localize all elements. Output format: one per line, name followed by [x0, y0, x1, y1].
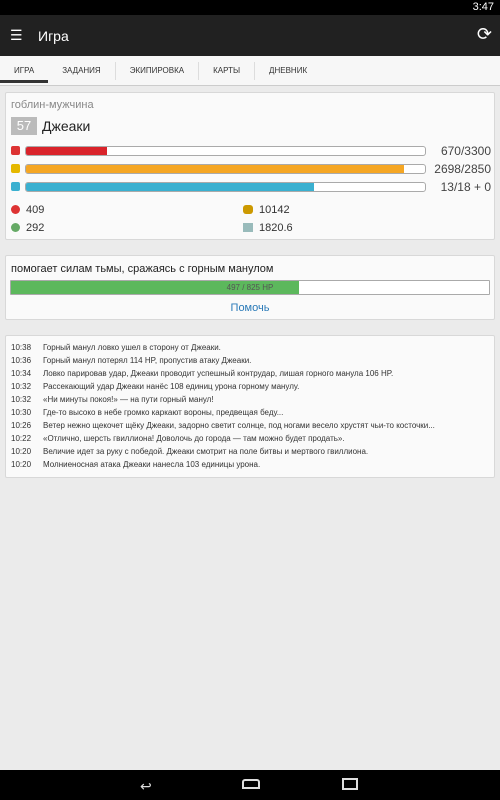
bar-fill — [26, 183, 315, 191]
log-time: 10:20 — [11, 447, 32, 456]
hero-name: Джеаки — [42, 118, 91, 134]
bar-fill — [26, 147, 107, 155]
help-button[interactable]: Помочь — [230, 302, 270, 314]
log-entry: 10:22 «Отлично, шерсть гвиллиона! Доволоч… — [11, 432, 489, 445]
stat: 10142 — [259, 204, 290, 216]
log-entry: 10:34 Ловко парировав удар, Джеаки провод… — [11, 367, 489, 380]
icon — [243, 223, 253, 232]
icon — [11, 164, 20, 173]
bar-label: 13/18 + 0 — [440, 180, 491, 194]
icon — [11, 182, 20, 191]
quest-text: помогает силам тьмы, сражаясь с горным м… — [11, 263, 274, 275]
log-entry: 10:26 Ветер нежно щекочет щёку Джеаки, за… — [11, 419, 489, 432]
home-button[interactable] — [242, 779, 260, 789]
quest-card: помогает силам тьмы, сражаясь с горным м… — [5, 255, 495, 320]
tab[interactable]: ЗАДАНИЯ — [48, 62, 116, 80]
log-time: 10:20 — [11, 460, 32, 469]
icon — [11, 223, 20, 232]
log-entry: 10:32 «Ни минуты покоя!» — на пути горный… — [11, 393, 489, 406]
stat: 292 — [26, 222, 45, 234]
clock: 3:47 — [472, 1, 494, 13]
log-entry: 10:30 Где-то высоко в небе громко каркают… — [11, 406, 489, 419]
quest-label: 497 / 825 HP — [226, 283, 274, 292]
bar-fill — [26, 165, 404, 173]
log-text: Величие идет за руку с победой. Джеаки с… — [43, 447, 369, 456]
log-text: Молниеносная атака Джеаки нанесла 103 ед… — [43, 460, 261, 469]
log-entry: 10:38 Горный манул ловко ушел в сторону о… — [11, 341, 489, 354]
menu-button[interactable]: ☰ — [10, 27, 23, 43]
recent-button[interactable] — [342, 778, 358, 790]
log-time: 10:26 — [11, 421, 32, 430]
log-text: «Отлично, шерсть гвиллиона! Доволочь до … — [43, 434, 345, 443]
log-time: 10:32 — [11, 382, 32, 391]
log-text: Рассекающий удар Джеаки нанёс 108 единиц… — [43, 382, 300, 391]
action-bar: ☰ Игра ⟳ — [0, 15, 500, 56]
log-entry: 10:20 Величие идет за руку с победой. Дже… — [11, 445, 489, 458]
log-text: Горный манул потерял 114 HP, пропустив а… — [43, 356, 252, 365]
hero-card: гоблин-мужчина 57 Джеаки 409 10142 292 1… — [5, 92, 495, 240]
tab[interactable]: ДНЕВНИК — [269, 66, 308, 75]
log-text: Где-то высоко в небе громко каркают воро… — [43, 408, 284, 417]
log-time: 10:34 — [11, 369, 32, 378]
icon — [11, 146, 20, 155]
bar-track — [25, 146, 426, 156]
log-time: 10:30 — [11, 408, 32, 417]
log-text: Горный манул ловко ушел в сторону от Дже… — [43, 343, 221, 352]
title: Игра — [38, 28, 69, 44]
log-time: 10:38 — [11, 343, 32, 352]
quest-fill — [11, 281, 299, 294]
nav-bar: ↩ — [0, 770, 500, 800]
tab[interactable]: ИГРА — [0, 56, 49, 83]
bar-label: 2698/2850 — [434, 162, 491, 176]
log-entry: 10:36 Горный манул потерял 114 HP, пропус… — [11, 354, 489, 367]
back-button[interactable]: ↩ — [140, 778, 152, 794]
quest-track: 497 / 825 HP — [10, 280, 490, 295]
race: гоблин-мужчина — [11, 99, 94, 111]
tab[interactable]: КАРТЫ — [199, 62, 256, 80]
bar-track — [25, 182, 426, 192]
log-time: 10:36 — [11, 356, 32, 365]
icon — [243, 205, 253, 214]
refresh-button[interactable]: ⟳ — [476, 24, 492, 44]
log-entry: 10:20 Молниеносная атака Джеаки нанесла 1… — [11, 458, 489, 471]
icon — [11, 205, 20, 214]
log-entry: 10:32 Рассекающий удар Джеаки нанёс 108 е… — [11, 380, 489, 393]
status-bar: 3:47 — [0, 0, 500, 15]
stat: 409 — [26, 204, 45, 216]
log-card: 10:38 Горный манул ловко ушел в сторону о… — [5, 335, 495, 478]
log-text: Ветер нежно щекочет щёку Джеаки, задорно… — [43, 421, 435, 430]
level: 57 — [11, 117, 37, 135]
tabs: ИГРА ЗАДАНИЯ ЭКИПИРОВКА КАРТЫ ДНЕВНИК — [0, 56, 500, 86]
log-time: 10:22 — [11, 434, 32, 443]
log-time: 10:32 — [11, 395, 32, 404]
stat: 1820.6 — [259, 222, 293, 234]
log-text: «Ни минуты покоя!» — на пути горный ману… — [43, 395, 214, 404]
bar-track — [25, 164, 426, 174]
log-text: Ловко парировав удар, Джеаки проводит ус… — [43, 369, 394, 378]
bar-label: 670/3300 — [440, 144, 491, 158]
tab[interactable]: ЭКИПИРОВКА — [116, 62, 200, 80]
